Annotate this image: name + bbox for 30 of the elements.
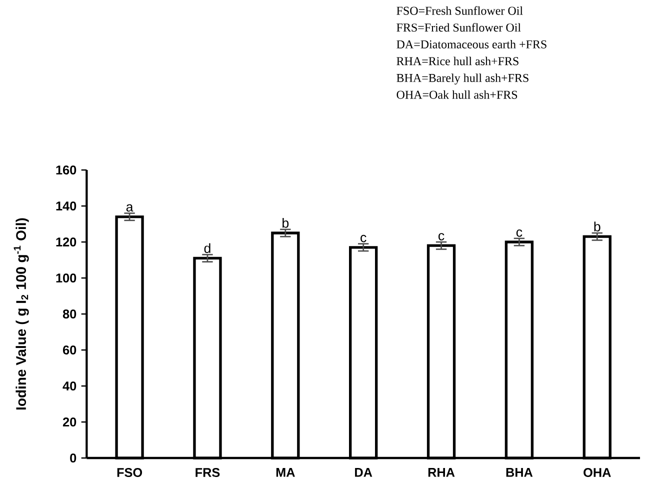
x-tick-label: FRS	[196, 468, 220, 478]
y-tick-label: 80	[62, 310, 76, 318]
y-tick-label: 100	[56, 274, 76, 282]
text: FSO=Fresh Sunflower Oil	[396, 6, 523, 15]
y-tick-label: 20	[62, 418, 76, 426]
x-tick-label: OHA	[584, 468, 611, 478]
annotation: c	[360, 234, 366, 242]
annotation: d	[204, 243, 210, 253]
y-tick-label: 160	[56, 166, 76, 174]
y-tick-label: 60	[62, 346, 76, 354]
text: DA=Diatomaceous earth +FRS	[396, 40, 546, 48]
annotation: c	[516, 229, 522, 237]
x-tick-label: DA	[355, 468, 372, 477]
y-tick-label: 120	[56, 238, 76, 246]
y-tick-label: 40	[62, 382, 76, 390]
annotation: c	[438, 233, 444, 240]
text: FRS=Fried Sunflower Oil	[396, 23, 521, 32]
annotation: b	[594, 222, 600, 232]
text: OHA=Oak hull ash+FRS	[396, 90, 518, 99]
x-tick-label: RHA	[428, 468, 455, 477]
y-tick-label: 0	[70, 454, 76, 462]
x-tick-label: FSO	[117, 468, 142, 478]
annotation: a	[126, 204, 134, 212]
annotation: b	[282, 218, 289, 228]
x-tick-label: MA	[276, 468, 295, 477]
y-axis-title: Iodine Value ( g I$_{2}$ 100 g$^{-1}$ Oil)	[14, 218, 29, 410]
text: RHA=Rice hull ash+FRS	[396, 56, 518, 66]
x-tick-label: BHA	[506, 468, 533, 477]
text: BHA=Barely hull ash+FRS	[396, 74, 528, 85]
y-tick-label: 140	[56, 202, 76, 210]
